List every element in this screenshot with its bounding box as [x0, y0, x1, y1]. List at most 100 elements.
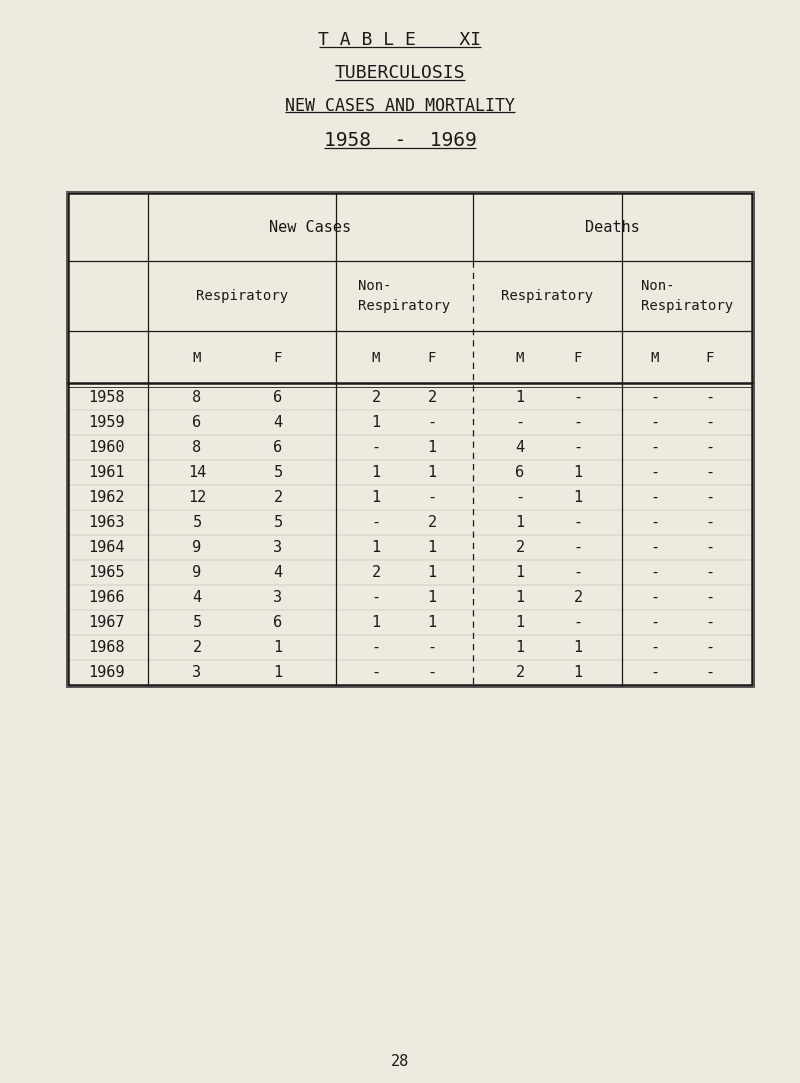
Text: 1966: 1966 — [88, 590, 124, 605]
Text: -: - — [650, 615, 659, 630]
Text: -: - — [371, 590, 381, 605]
Text: Respiratory: Respiratory — [196, 289, 288, 303]
Text: -: - — [371, 665, 381, 680]
Text: Respiratory: Respiratory — [502, 289, 594, 303]
Text: M: M — [372, 351, 380, 365]
Text: -: - — [427, 665, 437, 680]
Text: M: M — [193, 351, 201, 365]
Text: -: - — [706, 565, 714, 580]
Text: -: - — [650, 490, 659, 505]
Text: F: F — [706, 351, 714, 365]
Text: 1968: 1968 — [88, 640, 124, 655]
Text: 2: 2 — [193, 640, 202, 655]
Text: 3: 3 — [274, 590, 282, 605]
Text: 1959: 1959 — [88, 415, 124, 430]
Text: Non-
Respiratory: Non- Respiratory — [641, 279, 733, 313]
Text: -: - — [574, 390, 582, 405]
Text: 1: 1 — [274, 640, 282, 655]
Text: -: - — [574, 565, 582, 580]
Text: 12: 12 — [188, 490, 206, 505]
Text: 6: 6 — [193, 415, 202, 430]
Text: 1: 1 — [574, 465, 582, 480]
Text: 4: 4 — [274, 415, 282, 430]
Text: 1: 1 — [371, 615, 381, 630]
Text: -: - — [371, 640, 381, 655]
Text: -: - — [574, 615, 582, 630]
Text: 5: 5 — [193, 516, 202, 530]
Text: 6: 6 — [515, 465, 525, 480]
Text: 1: 1 — [515, 516, 525, 530]
Text: 8: 8 — [193, 390, 202, 405]
Text: 1: 1 — [515, 615, 525, 630]
Text: 1967: 1967 — [88, 615, 124, 630]
Text: 1961: 1961 — [88, 465, 124, 480]
Text: -: - — [706, 615, 714, 630]
Text: -: - — [650, 465, 659, 480]
Text: -: - — [574, 516, 582, 530]
Text: 1: 1 — [274, 665, 282, 680]
Text: 1958: 1958 — [88, 390, 124, 405]
Text: Deaths: Deaths — [585, 220, 640, 235]
Text: 1960: 1960 — [88, 440, 124, 455]
Text: 1964: 1964 — [88, 540, 124, 554]
Text: 1: 1 — [574, 490, 582, 505]
Text: -: - — [650, 665, 659, 680]
Text: -: - — [706, 640, 714, 655]
Text: -: - — [706, 415, 714, 430]
Text: F: F — [428, 351, 436, 365]
Text: M: M — [651, 351, 659, 365]
Text: -: - — [427, 415, 437, 430]
Text: 2: 2 — [574, 590, 582, 605]
Text: 6: 6 — [274, 390, 282, 405]
Text: -: - — [515, 490, 525, 505]
Text: M: M — [516, 351, 524, 365]
Text: 1: 1 — [371, 415, 381, 430]
Text: 5: 5 — [193, 615, 202, 630]
Text: -: - — [706, 516, 714, 530]
Text: -: - — [706, 665, 714, 680]
Text: 1: 1 — [371, 540, 381, 554]
Text: 9: 9 — [193, 565, 202, 580]
Text: -: - — [427, 490, 437, 505]
Text: 2: 2 — [515, 665, 525, 680]
Text: 5: 5 — [274, 465, 282, 480]
Text: 5: 5 — [274, 516, 282, 530]
Text: -: - — [650, 565, 659, 580]
Text: 14: 14 — [188, 465, 206, 480]
Text: 1: 1 — [515, 390, 525, 405]
Text: -: - — [706, 465, 714, 480]
Text: -: - — [706, 540, 714, 554]
Text: T A B L E    XI: T A B L E XI — [318, 31, 482, 49]
Text: 28: 28 — [391, 1054, 409, 1069]
Text: -: - — [650, 415, 659, 430]
Text: 2: 2 — [427, 516, 437, 530]
Text: 1: 1 — [515, 565, 525, 580]
Text: -: - — [574, 440, 582, 455]
Text: 1: 1 — [427, 440, 437, 455]
Text: -: - — [650, 590, 659, 605]
Text: 1963: 1963 — [88, 516, 124, 530]
Text: 6: 6 — [274, 615, 282, 630]
Text: -: - — [650, 516, 659, 530]
Text: 1: 1 — [574, 665, 582, 680]
Text: 1958  -  1969: 1958 - 1969 — [324, 131, 476, 151]
Text: -: - — [371, 516, 381, 530]
Text: 2: 2 — [371, 390, 381, 405]
Text: 4: 4 — [515, 440, 525, 455]
Text: 4: 4 — [193, 590, 202, 605]
Text: -: - — [706, 440, 714, 455]
Text: -: - — [706, 490, 714, 505]
Text: 4: 4 — [274, 565, 282, 580]
Text: -: - — [706, 390, 714, 405]
Text: 9: 9 — [193, 540, 202, 554]
Text: -: - — [427, 640, 437, 655]
Text: 1: 1 — [515, 640, 525, 655]
Text: 6: 6 — [274, 440, 282, 455]
Text: 1: 1 — [427, 615, 437, 630]
Text: -: - — [650, 540, 659, 554]
Text: 2: 2 — [371, 565, 381, 580]
Text: 1: 1 — [574, 640, 582, 655]
Text: 1: 1 — [427, 590, 437, 605]
Text: 1: 1 — [427, 540, 437, 554]
Text: TUBERCULOSIS: TUBERCULOSIS — [334, 64, 466, 82]
